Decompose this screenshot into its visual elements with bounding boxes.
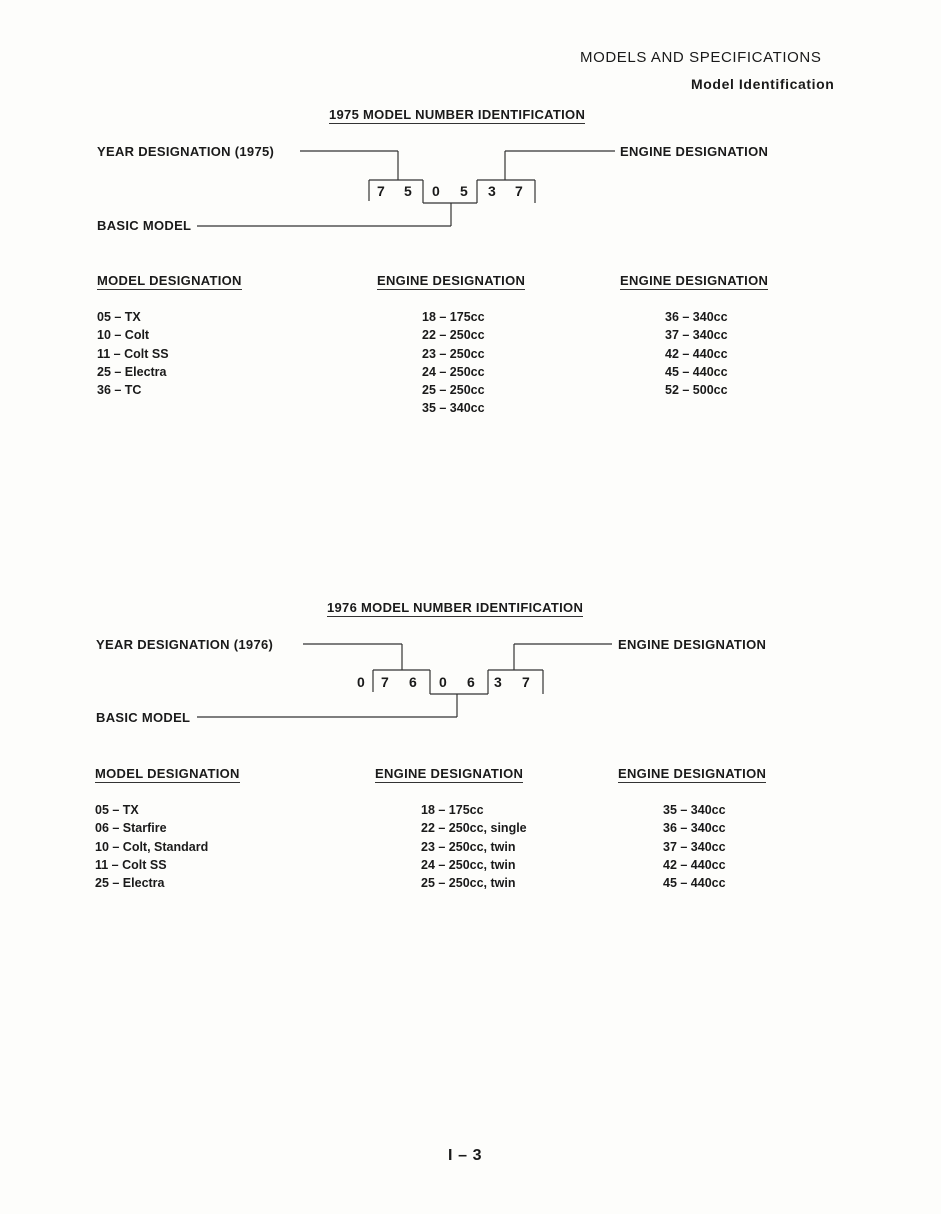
header-model-1976: MODEL DESIGNATION [95, 766, 240, 783]
digit: 3 [488, 183, 497, 199]
subsection-title: Model Identification [691, 76, 835, 92]
list-item: 42 – 440cc [665, 346, 728, 361]
digit: 7 [381, 674, 390, 690]
digit: 6 [467, 674, 476, 690]
list-item: 18 – 175cc [422, 310, 485, 324]
list-item: 24 – 250cc, twin [421, 857, 516, 872]
digit: 7 [522, 674, 531, 690]
engines-b-list-1976: 35 – 340cc 36 – 340cc 37 – 340cc 42 – 44… [663, 801, 726, 892]
list-item: 36 – 340cc [663, 821, 726, 836]
models-list-1975: 05 – TX 10 – Colt 11 – Colt SS 25 – Elec… [97, 308, 169, 399]
engine-label-1976: ENGINE DESIGNATION [618, 637, 767, 652]
list-item: 22 – 250cc, single [421, 821, 527, 836]
section-title: MODELS AND SPECIFICATIONS [580, 49, 822, 66]
basic-label-1976: BASIC MODEL [96, 710, 191, 725]
year-label-1975: YEAR DESIGNATION (1975) [97, 144, 275, 159]
list-item: 36 – 340cc [665, 310, 728, 324]
list-item: 52 – 500cc [665, 383, 728, 398]
list-item: 45 – 440cc [665, 364, 728, 379]
list-item: 23 – 250cc, twin [421, 839, 516, 854]
list-item: 25 – Electra [95, 876, 165, 891]
engines-b-list-1975: 36 – 340cc 37 – 340cc 42 – 440cc 45 – 44… [665, 308, 728, 399]
header-model-1975: MODEL DESIGNATION [97, 273, 242, 290]
models-list-1976: 05 – TX 06 – Starfire 10 – Colt, Standar… [95, 801, 208, 892]
header-engine-a-1976: ENGINE DESIGNATION [375, 766, 524, 783]
basic-label-1975: BASIC MODEL [97, 218, 192, 233]
list-item: 24 – 250cc [422, 364, 485, 379]
list-item: 23 – 250cc [422, 346, 485, 361]
engine-label-1975: ENGINE DESIGNATION [620, 144, 769, 159]
list-item: 25 – 250cc [422, 383, 485, 398]
engines-a-list-1976: 18 – 175cc 22 – 250cc, single 23 – 250cc… [421, 801, 527, 892]
list-item: 11 – Colt SS [97, 346, 169, 361]
list-item: 05 – TX [97, 310, 141, 324]
digit: 5 [460, 183, 469, 199]
engines-a-list-1975: 18 – 175cc 22 – 250cc 23 – 250cc 24 – 25… [422, 308, 485, 418]
title-1976: 1976 MODEL NUMBER IDENTIFICATION [327, 600, 584, 617]
list-item: 36 – TC [97, 383, 142, 398]
title-1975: 1975 MODEL NUMBER IDENTIFICATION [329, 107, 586, 124]
bracket-diagram-1975 [197, 150, 615, 227]
list-item: 22 – 250cc [422, 328, 485, 343]
digit: 0 [432, 183, 441, 199]
page-number: I – 3 [448, 1147, 483, 1164]
list-item: 10 – Colt, Standard [95, 839, 209, 854]
header-engine-b-1975: ENGINE DESIGNATION [620, 273, 769, 290]
digit: 3 [494, 674, 503, 690]
year-label-1976: YEAR DESIGNATION (1976) [96, 637, 274, 652]
list-item: 05 – TX [95, 803, 139, 817]
bracket-diagram-1976 [197, 643, 612, 718]
list-item: 35 – 340cc [663, 803, 726, 817]
list-item: 25 – 250cc, twin [421, 876, 516, 891]
list-item: 35 – 340cc [422, 401, 485, 416]
list-item: 18 – 175cc [421, 803, 484, 817]
header-engine-a-1975: ENGINE DESIGNATION [377, 273, 526, 290]
digit: 7 [515, 183, 524, 199]
list-item: 25 – Electra [97, 364, 167, 379]
list-item: 45 – 440cc [663, 876, 726, 891]
list-item: 37 – 340cc [663, 839, 726, 854]
list-item: 10 – Colt [97, 328, 150, 343]
list-item: 06 – Starfire [95, 821, 167, 836]
digit: 5 [404, 183, 413, 199]
digit: 0 [357, 674, 366, 690]
header-engine-b-1976: ENGINE DESIGNATION [618, 766, 767, 783]
digit: 0 [439, 674, 448, 690]
list-item: 37 – 340cc [665, 328, 728, 343]
list-item: 11 – Colt SS [95, 857, 167, 872]
list-item: 42 – 440cc [663, 857, 726, 872]
digit: 6 [409, 674, 418, 690]
digit: 7 [377, 183, 386, 199]
